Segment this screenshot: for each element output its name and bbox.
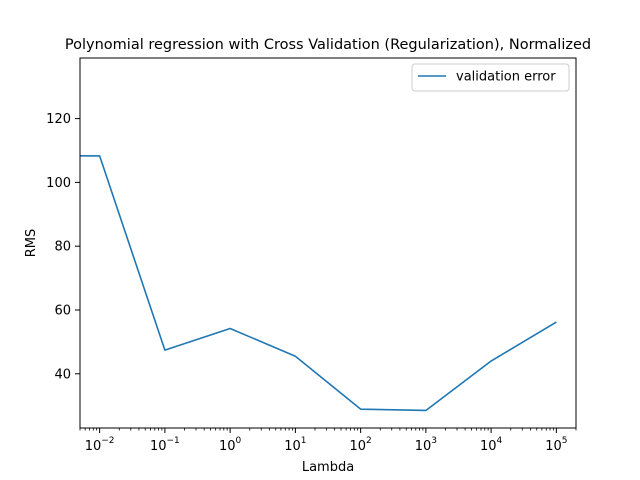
- y-axis-label: RMS: [24, 229, 39, 258]
- x-tick-label: 100: [219, 436, 242, 454]
- y-tick-label: 80: [54, 240, 71, 255]
- y-tick-label: 100: [46, 176, 71, 191]
- x-axis-label: Lambda: [302, 460, 354, 475]
- x-tick-base: 10: [480, 439, 497, 454]
- legend-label: validation error: [456, 70, 556, 85]
- x-tick-exponent: 0: [236, 436, 242, 446]
- x-tick-exponent: −1: [167, 436, 180, 446]
- x-axis: 10−2 10−1 100 101 102 103 104 105: [79, 428, 577, 454]
- x-tick-exponent: 3: [431, 436, 437, 446]
- chart-title: Polynomial regression with Cross Validat…: [65, 37, 591, 53]
- series-line-0: [80, 155, 557, 412]
- plot-area: [79, 57, 577, 429]
- y-axis: 40 60 80 100 120: [46, 112, 80, 382]
- x-tick-label: 10−2: [85, 436, 115, 454]
- x-tick-label: 104: [480, 436, 503, 454]
- x-tick-label: 103: [415, 436, 437, 454]
- y-tick-label: 120: [46, 112, 71, 127]
- x-tick-label: 105: [545, 436, 567, 454]
- x-tick-exponent: 1: [301, 436, 307, 446]
- x-tick-base: 10: [150, 439, 167, 454]
- legend: validation error: [411, 63, 570, 92]
- y-tick-label: 40: [54, 367, 71, 382]
- x-tick-exponent: 5: [562, 436, 568, 446]
- legend-box: [411, 63, 570, 92]
- x-tick-label: 10−1: [150, 436, 180, 454]
- x-tick-exponent: 4: [497, 436, 503, 446]
- plot-frame: [79, 57, 577, 429]
- y-tick-label: 60: [54, 303, 71, 318]
- x-tick-base: 10: [284, 439, 301, 454]
- x-tick-base: 10: [415, 439, 432, 454]
- x-tick-label: 101: [284, 436, 306, 454]
- x-tick-base: 10: [545, 439, 562, 454]
- x-tick-base: 10: [85, 439, 102, 454]
- x-tick-exponent: 2: [366, 436, 372, 446]
- x-tick-exponent: −2: [101, 436, 114, 446]
- x-tick-base: 10: [219, 439, 236, 454]
- x-tick-label: 102: [349, 436, 371, 454]
- x-tick-base: 10: [349, 439, 366, 454]
